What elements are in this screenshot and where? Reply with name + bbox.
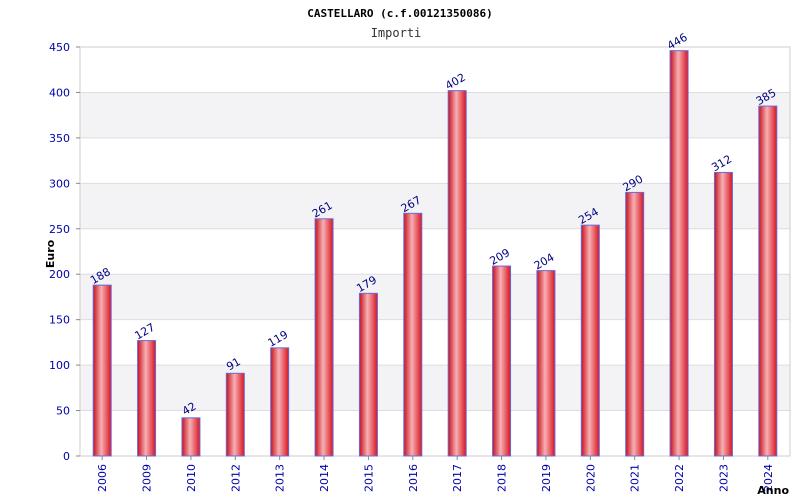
- bar-2023: [713, 171, 733, 457]
- bar-2024: [758, 105, 778, 457]
- bar-2022: [669, 50, 689, 457]
- x-tick-label-2009: 2009: [141, 464, 154, 492]
- y-tick-label: 350: [49, 132, 70, 145]
- bar-2006: [92, 284, 112, 457]
- data-label-2009: 127: [132, 321, 157, 343]
- x-tick-label-2024: 2024: [762, 464, 775, 492]
- data-label-2018: 209: [487, 246, 512, 268]
- bar-2020: [580, 224, 600, 457]
- bar-2016: [403, 212, 423, 457]
- y-tick-label: 300: [49, 177, 70, 190]
- x-tick-label-2022: 2022: [673, 464, 686, 492]
- bar-2017: [447, 90, 467, 457]
- data-label-2022: 446: [665, 31, 690, 53]
- x-tick-label-2021: 2021: [629, 464, 642, 492]
- plot-area-frame: [79, 46, 791, 457]
- bars: [92, 50, 778, 457]
- x-tick-label-2012: 2012: [229, 464, 242, 492]
- bar-2018: [492, 265, 512, 457]
- x-tick-label-2014: 2014: [318, 464, 331, 492]
- y-tick-label: 50: [56, 405, 70, 418]
- bar-2019: [536, 270, 556, 457]
- y-axis-label: Euro: [44, 239, 57, 268]
- chart-subtitle: Importi: [371, 26, 422, 40]
- x-tick-label-2018: 2018: [496, 464, 509, 492]
- x-tick-label-2023: 2023: [717, 464, 730, 492]
- y-tick-label: 450: [49, 41, 70, 54]
- data-label-2010: 42: [180, 400, 199, 418]
- bar-2013: [270, 347, 290, 457]
- bar-2015: [358, 292, 378, 457]
- y-tick-label: 0: [63, 450, 70, 463]
- y-tick-label: 250: [49, 223, 70, 236]
- y-tick-label: 200: [49, 268, 70, 281]
- data-label-2017: 402: [443, 71, 468, 93]
- bar-2012: [225, 372, 245, 457]
- x-tick-label-2010: 2010: [185, 464, 198, 492]
- x-tick-label-2013: 2013: [274, 464, 287, 492]
- y-axis-ticks: 0 50 100 150 200 250 300 350 400 450: [49, 41, 80, 463]
- x-tick-label-2019: 2019: [540, 464, 553, 492]
- data-label-2013: 119: [266, 328, 291, 350]
- data-label-2019: 204: [532, 251, 557, 273]
- bar-2010: [181, 417, 201, 457]
- x-axis-ticks: 2006 2009 2010 2012 2013 2014 2015 2016 2017 2018…: [96, 456, 775, 492]
- data-label-2012: 91: [224, 355, 243, 373]
- bar-2021: [625, 191, 645, 457]
- chart-title: CASTELLARO (c.f.00121350086): [307, 7, 492, 20]
- x-tick-label-2020: 2020: [584, 464, 597, 492]
- y-tick-label: 400: [49, 86, 70, 99]
- x-tick-label-2006: 2006: [96, 464, 109, 492]
- bar-2009: [137, 340, 157, 457]
- x-tick-label-2017: 2017: [451, 464, 464, 492]
- data-label-2023: 312: [709, 153, 734, 175]
- x-tick-label-2015: 2015: [362, 464, 375, 492]
- y-tick-label: 150: [49, 314, 70, 327]
- bar-2014: [314, 218, 334, 457]
- x-axis-label: Anno: [757, 484, 789, 497]
- y-tick-label: 100: [49, 359, 70, 372]
- x-tick-label-2016: 2016: [407, 464, 420, 492]
